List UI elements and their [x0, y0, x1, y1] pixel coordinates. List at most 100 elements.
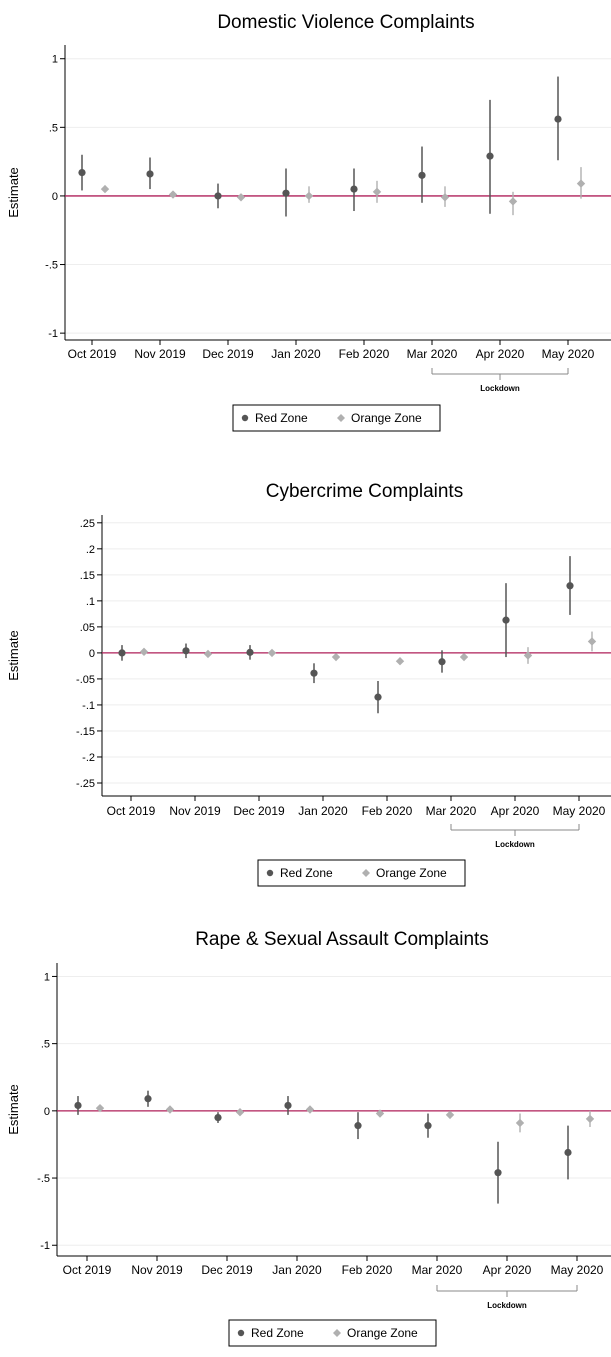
orange-zone-point: [236, 193, 246, 202]
red-zone-point: [78, 169, 86, 177]
x-tick-label: Jan 2020: [271, 347, 321, 361]
orange-zone-point: [304, 191, 314, 201]
red-zone-point: [374, 693, 382, 701]
orange-zone-point: [445, 1110, 455, 1120]
y-tick-label: -.1: [82, 700, 95, 712]
legend-red-zone-marker: [237, 1329, 245, 1337]
y-tick-label: .1: [86, 596, 95, 608]
y-tick-label: -.05: [76, 674, 95, 686]
y-tick-label: .15: [80, 570, 95, 582]
chart-panel-2: Cybercrime Complaints .25 .2 .15 .1 .05 0 -.05 -…: [6, 481, 611, 887]
orange-zone-point: [395, 657, 405, 666]
orange-zone-point: [440, 193, 450, 202]
x-tick-label: Jan 2020: [272, 1263, 322, 1277]
orange-zone-point: [576, 179, 586, 188]
orange-zone-point: [587, 637, 597, 646]
y-tick-label: .5: [41, 1039, 50, 1051]
x-tick-label: Apr 2020: [483, 1263, 532, 1277]
x-tick-label: May 2020: [542, 347, 595, 361]
bracket-label: Lockdown: [495, 840, 535, 849]
x-tick-label: Oct 2019: [68, 347, 117, 361]
red-zone-point: [564, 1148, 572, 1157]
x-tick-label: Feb 2020: [362, 804, 413, 818]
red-zone-point: [284, 1101, 292, 1110]
y-tick-label: -.5: [45, 260, 58, 272]
chart-title: Rape & Sexual Assault Complaints: [195, 929, 489, 950]
red-zone-point: [146, 170, 154, 178]
orange-zone-point: [168, 190, 178, 199]
x-tick-label: Mar 2020: [407, 347, 458, 361]
red-zone-point: [418, 171, 426, 179]
y-tick-label: 0: [44, 1106, 50, 1118]
orange-zone-point: [372, 187, 382, 197]
x-tick-label: Jan 2020: [298, 804, 348, 818]
x-tick-label: Mar 2020: [426, 804, 477, 818]
red-zone-point: [74, 1101, 82, 1110]
legend-red-zone-marker: [241, 414, 249, 422]
y-tick-label: -.15: [76, 726, 95, 738]
red-zone-point: [350, 185, 358, 193]
red-zone-point: [182, 647, 190, 655]
x-tick-label: Mar 2020: [412, 1263, 463, 1277]
orange-zone-point: [267, 648, 277, 658]
y-tick-label: 1: [52, 54, 58, 66]
orange-zone-point: [515, 1118, 525, 1128]
red-zone-point: [246, 648, 254, 656]
chart-panel-1: Domestic Violence Complaints 1 .5 0 -.5 -1 Est…: [6, 12, 611, 432]
legend-orange-zone-label: Orange Zone: [347, 1326, 418, 1340]
red-zone-point: [502, 616, 510, 624]
legend-orange-zone-marker: [362, 869, 370, 877]
legend-red-zone-label: Red Zone: [280, 866, 333, 880]
red-zone-point: [424, 1122, 432, 1130]
red-zone-point: [486, 152, 494, 160]
legend-red-zone-marker: [266, 869, 274, 877]
x-tick-label: Feb 2020: [342, 1263, 393, 1277]
red-zone-point: [214, 1113, 222, 1122]
x-tick-label: Nov 2019: [134, 347, 186, 361]
orange-zone-point: [100, 184, 110, 194]
bracket-label: Lockdown: [480, 384, 520, 393]
red-zone-point: [354, 1122, 362, 1130]
y-tick-label: 0: [89, 648, 95, 660]
y-tick-label: .5: [49, 122, 58, 134]
chart-panel-3: Rape & Sexual Assault Complaints 1 .5 0 -.5 -…: [6, 929, 611, 1347]
x-tick-label: Nov 2019: [131, 1263, 183, 1277]
red-zone-point: [554, 115, 562, 123]
red-zone-point: [566, 582, 574, 590]
orange-zone-point: [508, 197, 518, 206]
y-tick-label: 0: [52, 191, 58, 203]
red-zone-point: [494, 1169, 502, 1177]
lockdown-bracket: Lockdown: [436, 1285, 578, 1310]
red-zone-point: [310, 669, 318, 677]
x-tick-label: Dec 2019: [233, 804, 285, 818]
legend-red-zone-label: Red Zone: [251, 1326, 304, 1340]
orange-zone-point: [203, 649, 213, 659]
legend-box: [232, 404, 441, 432]
x-tick-label: Feb 2020: [339, 347, 390, 361]
y-axis-title: Estimate: [6, 1084, 21, 1135]
orange-zone-point: [165, 1105, 175, 1114]
legend-box: [257, 859, 466, 887]
y-tick-label: -.5: [37, 1173, 50, 1185]
orange-zone-point: [95, 1103, 105, 1113]
x-tick-label: Dec 2019: [201, 1263, 253, 1277]
lockdown-bracket: Lockdown: [431, 368, 569, 393]
orange-zone-point: [585, 1114, 595, 1124]
red-zone-point: [214, 192, 222, 200]
red-zone-point: [282, 189, 290, 197]
x-tick-label: Nov 2019: [169, 804, 221, 818]
orange-zone-point: [139, 647, 149, 657]
red-zone-point: [144, 1095, 152, 1103]
legend-red-zone-label: Red Zone: [255, 411, 308, 425]
x-tick-label: May 2020: [551, 1263, 604, 1277]
y-tick-label: -1: [40, 1240, 50, 1252]
y-tick-label: .2: [86, 544, 95, 556]
chart-title: Cybercrime Complaints: [266, 481, 463, 502]
legend-orange-zone-marker: [337, 414, 345, 422]
legend-orange-zone-label: Orange Zone: [351, 411, 422, 425]
bracket-label: Lockdown: [487, 1301, 527, 1310]
x-tick-label: Apr 2020: [491, 804, 540, 818]
legend: Red Zone Orange Zone: [232, 404, 441, 432]
orange-zone-point: [375, 1109, 385, 1118]
x-tick-label: Dec 2019: [202, 347, 254, 361]
